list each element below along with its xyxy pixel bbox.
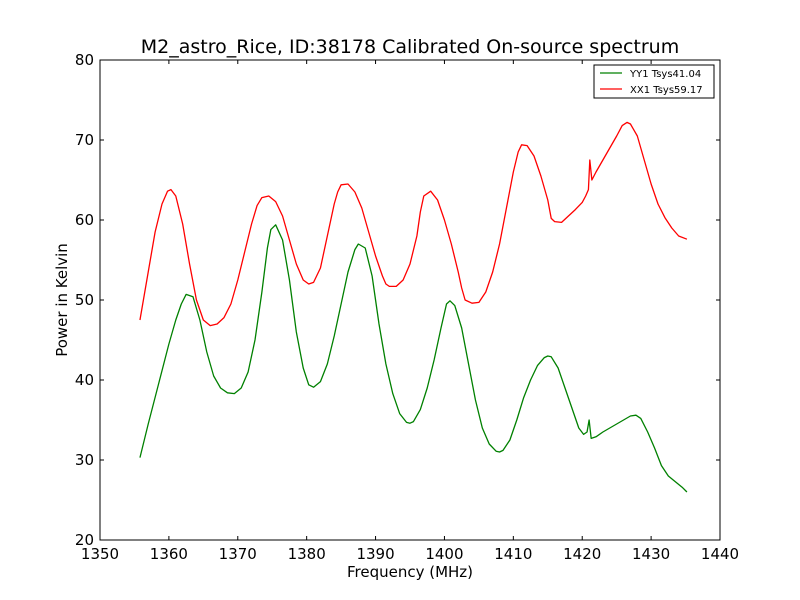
- x-tick-label: 1420: [563, 545, 601, 563]
- plot-frame: [99, 59, 721, 541]
- x-axis-title: Frequency (MHz): [347, 563, 473, 581]
- y-tick-label: 20: [75, 531, 94, 549]
- x-tick-label: 1440: [701, 545, 739, 563]
- chart-title: M2_astro_Rice, ID:38178 Calibrated On-so…: [141, 36, 679, 58]
- series-line-0: [139, 224, 688, 493]
- x-tick-label: 1360: [150, 545, 188, 563]
- x-tick-labels: 1350 1360 1370 1380 1390 1400 1410 1420 1430 1440: [81, 545, 739, 563]
- x-tick-label: 1390: [356, 545, 394, 563]
- legend-label-yy1: YY1 Tsys41.04: [629, 69, 701, 80]
- y-axis-title: Power in Kelvin: [53, 243, 71, 357]
- series-layer: [139, 121, 688, 493]
- tick-marks: [99, 59, 721, 541]
- x-tick-label: 1410: [494, 545, 532, 563]
- y-tick-label: 60: [75, 211, 94, 229]
- legend-label-xx1: XX1 Tsys59.17: [630, 85, 703, 96]
- y-tick-label: 80: [75, 51, 94, 69]
- y-tick-label: 70: [75, 131, 94, 149]
- legend-box: [593, 64, 715, 99]
- y-tick-label: 30: [75, 451, 94, 469]
- x-tick-label: 1400: [425, 545, 463, 563]
- y-tick-labels: 20 30 40 50 60 70 80: [75, 51, 94, 549]
- plot-area: [99, 59, 721, 541]
- x-tick-label: 1370: [219, 545, 257, 563]
- y-tick-label: 40: [75, 371, 94, 389]
- series-line-1: [139, 121, 688, 327]
- legend: YY1 Tsys41.04 XX1 Tsys59.17: [593, 64, 715, 99]
- x-tick-label: 1350: [81, 545, 119, 563]
- x-tick-label: 1380: [288, 545, 326, 563]
- y-tick-label: 50: [75, 291, 94, 309]
- x-tick-label: 1430: [632, 545, 670, 563]
